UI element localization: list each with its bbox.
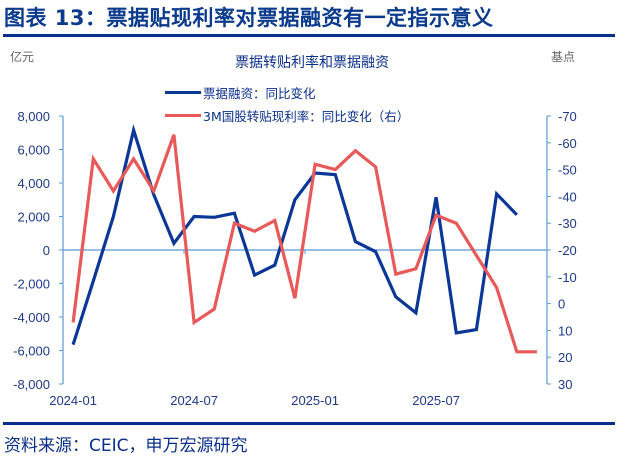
x-tick-label: 2024-01: [49, 393, 97, 408]
left-tick-label: -8,000: [13, 377, 50, 392]
right-tick-label: 10: [558, 323, 572, 338]
left-tick-label: 0: [43, 243, 50, 258]
left-tick-label: -6,000: [13, 344, 50, 359]
series-bill-financing-line: [71, 124, 518, 346]
right-tick-label: -40: [558, 189, 577, 204]
series-discount-rate-line: [71, 134, 537, 354]
left-tick-label: 6,000: [17, 143, 50, 158]
right-axis-unit: 基点: [551, 50, 576, 64]
right-tick-label: 0: [558, 297, 565, 312]
legend-swatch-blue: [165, 90, 201, 94]
left-tick-label: 2,000: [17, 210, 50, 225]
right-tick-label: -70: [558, 109, 577, 124]
chart-title: 票据转贴利率和票据融资: [235, 55, 389, 71]
legend-item-bill-financing: 票据融资：同比变化: [165, 84, 316, 101]
legend-label: 3M国股转贴现利率：同比变化（右）: [203, 108, 410, 124]
figure-title: 图表 13：票据贴现利率对票据融资有一定指示意义: [4, 6, 494, 30]
right-tick-label: -50: [558, 163, 577, 178]
legend-swatch-red: [165, 113, 201, 117]
legend-label: 票据融资：同比变化: [203, 85, 316, 101]
right-tick-label: 30: [558, 377, 572, 392]
source-divider: [3, 422, 615, 425]
chart-series: [71, 124, 537, 354]
left-tick-label: 8,000: [17, 109, 50, 124]
title-divider: [3, 34, 615, 37]
right-tick-label: -20: [558, 243, 577, 258]
source-note: 资料来源：CEIC，申万宏源研究: [4, 436, 248, 456]
chart-axes: 8,000 6,000 4,000 2,000 0 -2,000 -4,000 -6,000 -…: [13, 109, 577, 408]
x-tick-label: 2024-07: [170, 393, 218, 408]
x-tick-label: 2025-01: [291, 393, 339, 408]
right-tick-label: -10: [558, 270, 577, 285]
right-tick-label: -60: [558, 136, 577, 151]
left-tick-label: -4,000: [13, 310, 50, 325]
left-tick-label: -2,000: [13, 277, 50, 292]
right-tick-label: 20: [558, 350, 572, 365]
right-tick-label: -30: [558, 216, 577, 231]
left-tick-label: 4,000: [17, 176, 50, 191]
x-tick-label: 2025-07: [412, 393, 460, 408]
left-axis-unit: 亿元: [10, 50, 35, 64]
legend-item-discount-rate: 3M国股转贴现利率：同比变化（右）: [165, 107, 410, 124]
